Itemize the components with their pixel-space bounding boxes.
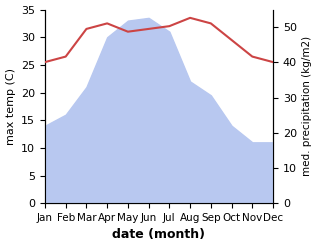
Y-axis label: med. precipitation (kg/m2): med. precipitation (kg/m2) xyxy=(302,36,313,176)
Y-axis label: max temp (C): max temp (C) xyxy=(5,68,16,145)
X-axis label: date (month): date (month) xyxy=(113,228,205,242)
